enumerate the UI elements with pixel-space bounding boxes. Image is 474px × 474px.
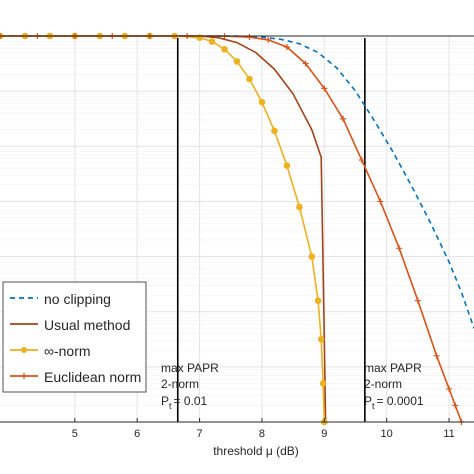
legend-sample-marker-3	[21, 373, 27, 379]
series-3-point	[414, 297, 421, 304]
annotation-right-line1: max PAPR	[364, 361, 422, 375]
x-tick-label: 6	[134, 428, 140, 440]
series-3-point	[340, 115, 347, 122]
series-0	[0, 35, 474, 329]
series-2-point	[258, 98, 266, 106]
legend-entry-no-clipping: no clipping	[44, 291, 111, 307]
series-3-point	[283, 44, 290, 51]
annotation-left-value: = 0.01	[174, 394, 208, 408]
legend-entry-inf-norm: ∞-norm	[44, 343, 91, 359]
annotation-right-symbol: P	[364, 394, 372, 408]
legend-entry-usual-method: Usual method	[44, 317, 130, 333]
annotation-right-value: = 0.0001	[377, 394, 424, 408]
annotation-left-line1: max PAPR	[161, 361, 219, 375]
annotation-left: max PAPR 2-norm Pt = 0.01	[161, 361, 219, 411]
annotation-right-line3: Pt = 0.0001	[364, 394, 424, 411]
legend-box	[2, 281, 147, 393]
series-3-point	[265, 36, 272, 43]
series-3-point	[358, 157, 365, 164]
annotation-left-symbol: P	[161, 394, 169, 408]
series-3-point	[302, 60, 309, 67]
x-tick-label: 10	[381, 428, 393, 440]
x-tick-label: 11	[443, 428, 454, 440]
series-3-point	[246, 34, 253, 41]
x-tick-labels: 5 6 7 8 9 10 11	[72, 428, 455, 440]
series-2-point	[317, 335, 325, 343]
x-tick-label: 8	[259, 428, 265, 440]
legend-samples	[10, 297, 38, 379]
annotation-left-line3: Pt = 0.01	[161, 394, 208, 411]
series-3-point	[377, 198, 384, 205]
legend-sample-marker-2	[21, 347, 27, 353]
series-2-point	[221, 45, 228, 53]
series-3-point	[452, 402, 459, 409]
series-2-point	[246, 75, 253, 83]
annotation-right-subscript: t	[372, 401, 375, 411]
series-2-point	[283, 162, 291, 169]
legend-entry-euclidean-norm: Euclidean norm	[44, 369, 141, 385]
series-3-point	[433, 352, 440, 359]
legend: no clipping Usual method ∞-norm Euclidea…	[2, 281, 147, 393]
x-tick-label: 5	[72, 428, 78, 440]
series-2-point	[271, 127, 278, 135]
x-tick-label: 9	[321, 428, 327, 440]
annotation-right: max PAPR 2-norm Pt = 0.0001	[364, 361, 424, 411]
annotation-left-subscript: t	[169, 401, 172, 411]
threshold-lines	[176, 38, 366, 422]
x-tick-label: 7	[197, 428, 203, 440]
series-2-point	[308, 253, 316, 260]
series-2-point	[208, 38, 216, 45]
annotation-left-line2: 2-norm	[161, 377, 199, 391]
series-3-point	[396, 245, 403, 252]
x-axis-label: threshold μ (dB)	[213, 444, 299, 458]
series-2-point	[314, 297, 322, 304]
axes	[0, 35, 474, 423]
series-2-point	[296, 203, 303, 211]
series-2-point	[233, 58, 241, 65]
series-3-point	[321, 85, 328, 92]
series-2-point	[319, 380, 327, 387]
annotation-right-line2: 2-norm	[364, 377, 402, 391]
series-3-point	[446, 385, 453, 392]
series-line-0	[0, 35, 474, 329]
